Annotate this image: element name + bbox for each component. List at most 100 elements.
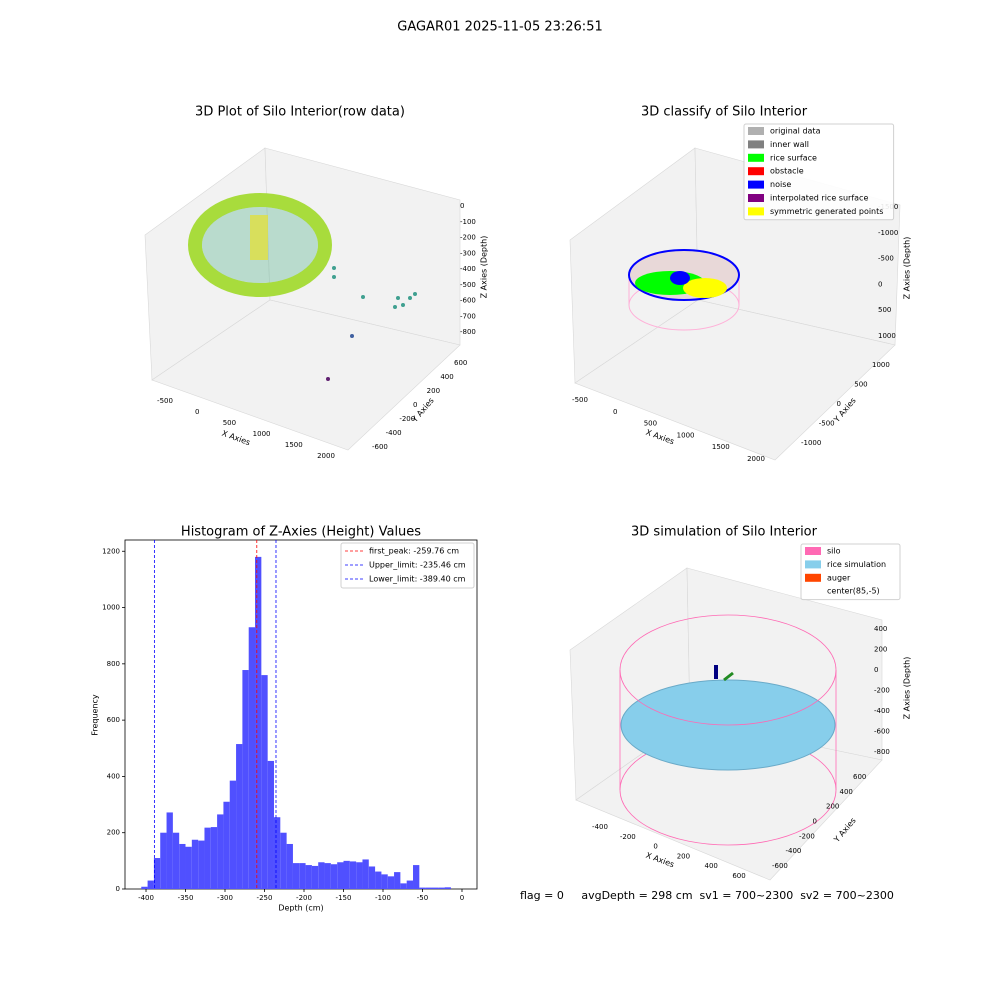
x-tick-label: -500 [157, 397, 173, 405]
y-tick-label: 500 [854, 381, 867, 389]
bar [160, 832, 167, 889]
bar [387, 876, 395, 889]
legend-swatch [805, 587, 821, 596]
x-tick-label: 1500 [712, 443, 730, 451]
legend-label: Lower_limit: -389.40 cm [369, 575, 466, 584]
z-tick-label: 1000 [878, 332, 896, 340]
bar [356, 862, 363, 889]
bar [375, 871, 382, 889]
legend-label: auger [827, 573, 851, 582]
legend-label: original data [770, 127, 821, 136]
x-tick-label: 500 [644, 420, 657, 428]
x-tick-label: -200 [620, 833, 636, 841]
legend-label: interpolated rice surface [770, 194, 868, 203]
legend-swatch [805, 547, 821, 555]
y-tick-label: 600 [107, 716, 120, 724]
y-tick-label: 400 [440, 373, 453, 381]
z-tick-label: -100 [460, 218, 476, 226]
bar [362, 859, 369, 889]
bar [217, 814, 224, 889]
bar [431, 887, 439, 889]
x-tick-label: -250 [257, 894, 273, 902]
x-tick-label: 0 [195, 408, 199, 416]
bar [318, 862, 325, 889]
bar [191, 839, 199, 889]
x-tick-label: -200 [296, 894, 312, 902]
z-tick-label: 0 [878, 280, 882, 288]
legend-label: symmetric generated points [770, 207, 883, 216]
bar [419, 887, 426, 889]
x-tick-label: -100 [375, 894, 391, 902]
x-tick-label: 1000 [677, 431, 695, 439]
x-tick-label: -50 [417, 894, 428, 902]
bar [311, 865, 319, 889]
z-tick-label: -400 [460, 265, 476, 273]
legend-swatch [748, 153, 764, 162]
legend-label: obstacle [770, 167, 804, 176]
y-tick-label: 0 [116, 885, 120, 893]
y-tick-label: 600 [454, 359, 467, 367]
footer: flag = 0 avgDepth = 298 cm sv1 = 700~230… [520, 889, 894, 902]
z-tick-label: -700 [460, 312, 476, 320]
z-tick-label: -1000 [878, 229, 898, 237]
x-tick-label: 500 [223, 419, 236, 427]
z-tick-label: -600 [874, 728, 890, 736]
legend-label: rice surface [770, 153, 817, 162]
x-tick-label: 2000 [747, 455, 765, 463]
bar [166, 812, 173, 889]
legend-label: inner wall [770, 140, 809, 149]
legend-swatch [748, 207, 764, 216]
bar [229, 780, 237, 889]
bar [261, 675, 268, 889]
z-tick-label: -200 [874, 687, 890, 695]
legend-swatch [748, 194, 764, 202]
bar [248, 627, 256, 889]
axis-label: X Axies [221, 429, 252, 448]
bar [273, 817, 281, 889]
bar [400, 883, 407, 889]
legend-label: center(85,-5) [827, 587, 880, 596]
x-tick-label: -150 [336, 894, 352, 902]
legend-label: Upper_limit: -235.46 cm [369, 561, 466, 570]
y-axis-label: Frequency [91, 694, 100, 736]
bar [292, 863, 300, 889]
legend-swatch [748, 140, 764, 149]
y-tick-label: -1000 [801, 439, 821, 447]
bar [267, 760, 274, 889]
y-tick-label: -600 [372, 443, 388, 451]
bar [324, 863, 331, 889]
chart-title: Histogram of Z-Axies (Height) Values [181, 525, 421, 540]
bar [141, 886, 148, 889]
bar [210, 827, 218, 889]
x-tick-label: -500 [572, 396, 588, 404]
bar [381, 874, 388, 889]
bar [185, 846, 192, 889]
bar [242, 670, 249, 889]
z-tick-label: 0 [874, 666, 878, 674]
legend-label: first_peak: -259.76 cm [369, 547, 459, 556]
chart-title: 3D Plot of Silo Interior(row data) [195, 105, 405, 120]
chart-title: 3D classify of Silo Interior [641, 105, 808, 120]
z-tick-label: -600 [460, 297, 476, 305]
x-tick-label: 200 [677, 852, 690, 860]
legend-swatch [748, 167, 764, 176]
x-tick-label: 1000 [253, 430, 271, 438]
bar [204, 827, 211, 889]
z-tick-label: 400 [874, 625, 887, 633]
y-tick-label: -400 [786, 847, 802, 855]
y-tick-label: 800 [107, 660, 120, 668]
classify-cloud [628, 249, 740, 331]
bar [394, 872, 401, 889]
y-tick-label: -600 [772, 862, 788, 870]
x-tick-label: 400 [705, 862, 718, 870]
bar [305, 865, 312, 889]
bar [349, 861, 357, 889]
z-tick-label: -800 [460, 328, 476, 336]
legend-box [743, 123, 895, 221]
z-tick-label: -200 [460, 234, 476, 242]
bar [425, 887, 432, 889]
z-tick-label: 0 [460, 202, 464, 210]
x-tick-label: -400 [592, 823, 608, 831]
legend-swatch [748, 127, 764, 135]
